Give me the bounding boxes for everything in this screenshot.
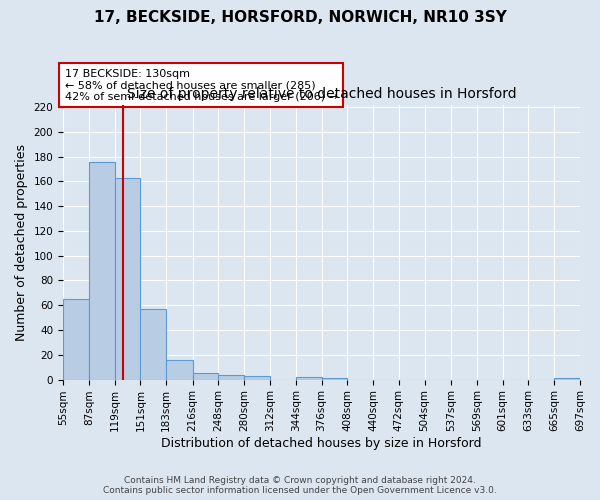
Bar: [115, 178, 140, 380]
Bar: [140, 309, 166, 380]
Text: 17 BECKSIDE: 130sqm
← 58% of detached houses are smaller (285)
42% of semi-detac: 17 BECKSIDE: 130sqm ← 58% of detached ho…: [65, 68, 338, 102]
Bar: [166, 360, 193, 380]
Bar: [296, 377, 322, 380]
Bar: [554, 378, 580, 380]
X-axis label: Distribution of detached houses by size in Horsford: Distribution of detached houses by size …: [161, 437, 482, 450]
Title: Size of property relative to detached houses in Horsford: Size of property relative to detached ho…: [127, 86, 517, 101]
Bar: [244, 376, 270, 380]
Bar: [218, 374, 244, 380]
Text: 17, BECKSIDE, HORSFORD, NORWICH, NR10 3SY: 17, BECKSIDE, HORSFORD, NORWICH, NR10 3S…: [94, 10, 506, 25]
Bar: [193, 374, 218, 380]
Bar: [89, 162, 115, 380]
Bar: [322, 378, 347, 380]
Y-axis label: Number of detached properties: Number of detached properties: [15, 144, 28, 340]
Text: Contains HM Land Registry data © Crown copyright and database right 2024.
Contai: Contains HM Land Registry data © Crown c…: [103, 476, 497, 495]
Bar: [63, 299, 89, 380]
